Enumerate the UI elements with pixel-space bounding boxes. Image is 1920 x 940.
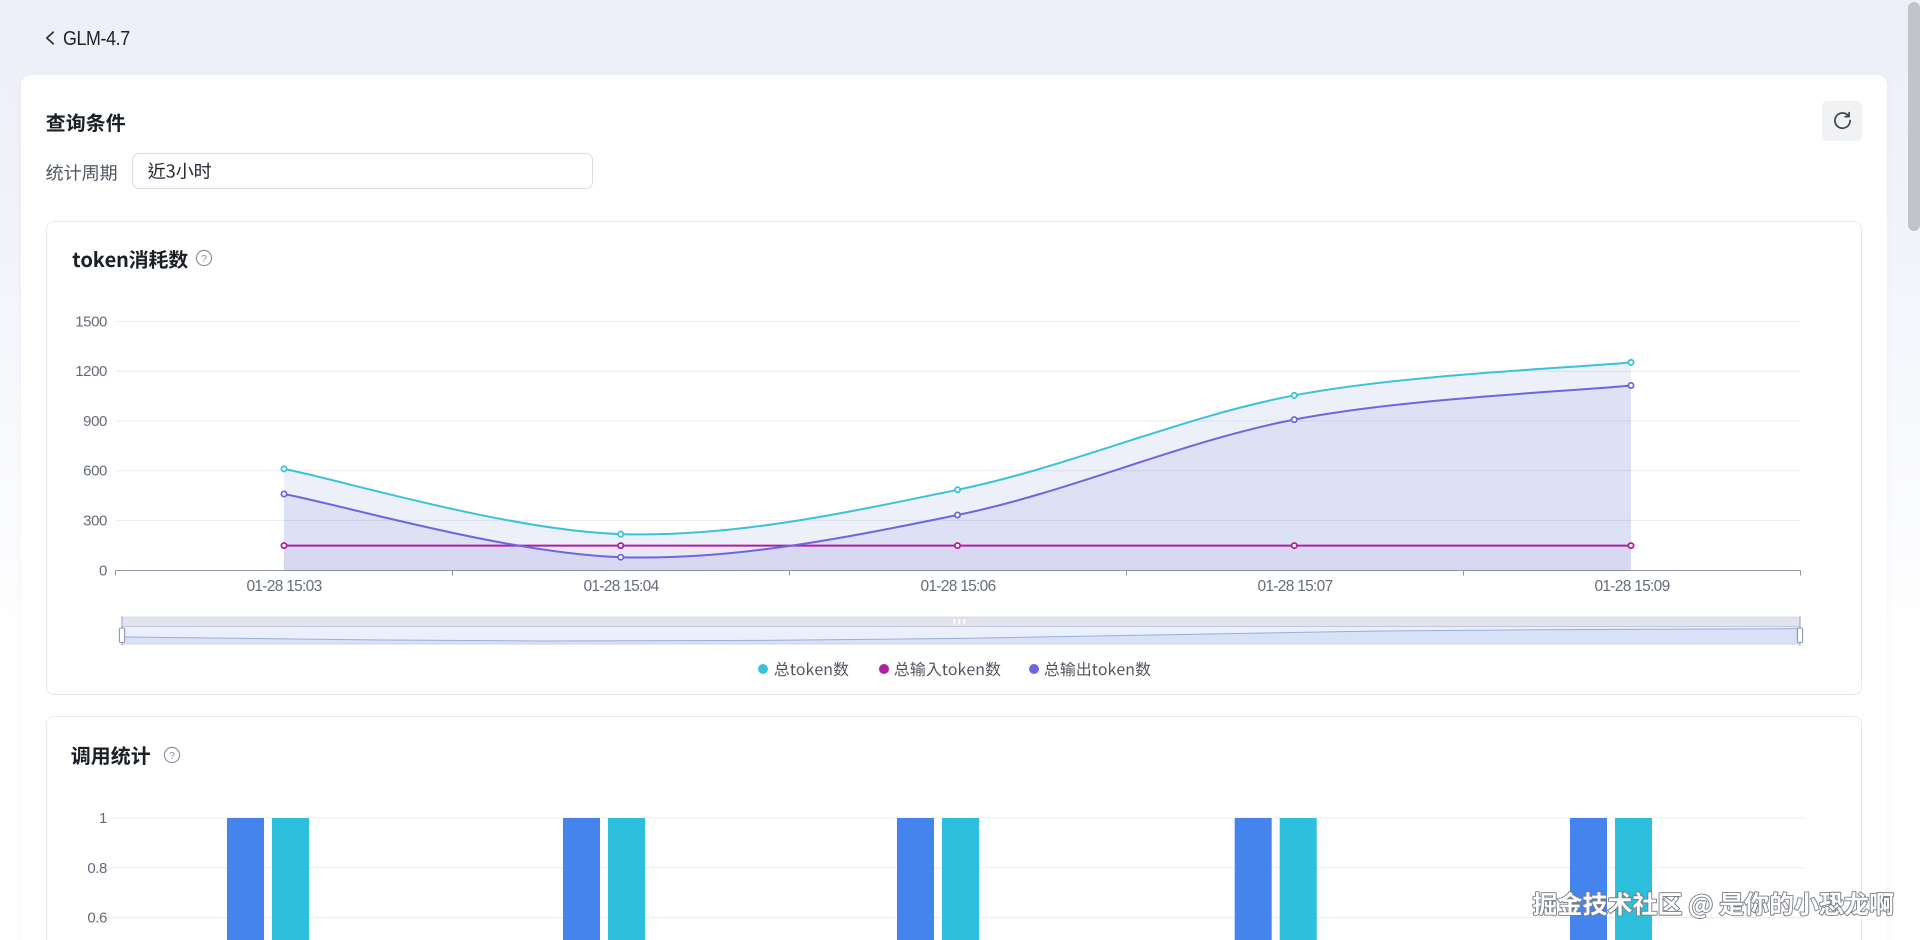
svg-text:01-28 15:03: 01-28 15:03: [246, 578, 321, 595]
svg-text:600: 600: [83, 463, 107, 480]
svg-text:?: ?: [201, 253, 207, 265]
svg-text:01-28 15:07: 01-28 15:07: [1257, 578, 1332, 595]
svg-text:300: 300: [83, 512, 107, 529]
svg-text:?: ?: [169, 750, 175, 762]
svg-text:0: 0: [99, 563, 107, 580]
svg-text:900: 900: [83, 413, 107, 430]
svg-text:01-28 15:04: 01-28 15:04: [583, 578, 659, 595]
svg-text:01-28 15:09: 01-28 15:09: [1594, 578, 1669, 595]
svg-text:1200: 1200: [75, 363, 107, 380]
svg-text:1: 1: [99, 810, 107, 827]
svg-text:1500: 1500: [75, 314, 107, 331]
svg-text:01-28 15:06: 01-28 15:06: [920, 578, 995, 595]
svg-text:0.8: 0.8: [87, 860, 107, 877]
svg-text:0.6: 0.6: [87, 910, 107, 927]
